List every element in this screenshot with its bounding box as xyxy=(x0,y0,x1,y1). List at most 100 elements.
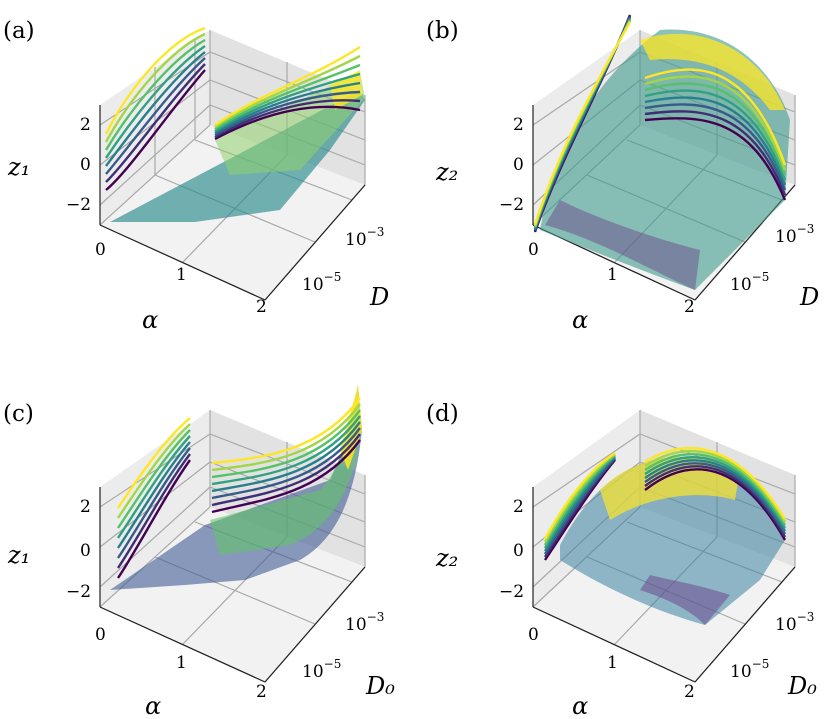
series-curve xyxy=(211,415,361,486)
y-axis-label: D xyxy=(799,283,819,311)
axis-lines xyxy=(99,105,366,301)
panel-label: (b) xyxy=(426,18,459,44)
y-axis-label: D₀ xyxy=(787,672,817,700)
series-curve xyxy=(211,427,361,500)
series-curve xyxy=(117,435,191,539)
x-axis-label: α xyxy=(572,306,588,334)
series-curve xyxy=(644,96,787,186)
curves-back-wall xyxy=(644,68,787,201)
panel-d: (d) 0 1 2 α 2 0 −2 z₂ 10−5 10−3 D₀ xyxy=(426,401,817,719)
series-curve xyxy=(644,459,787,532)
series-curve xyxy=(644,447,787,520)
z-tick-label: 0 xyxy=(513,155,524,175)
surface-highlight xyxy=(210,390,360,555)
series-curve xyxy=(214,99,361,139)
z-axis-label: z₁ xyxy=(7,541,30,569)
z-tick-label: 2 xyxy=(80,497,91,517)
x-tick-label: 1 xyxy=(176,653,187,673)
y-tick-label: 10−3 xyxy=(775,222,814,247)
series-curve xyxy=(104,32,206,143)
x-tick-label: 0 xyxy=(528,240,539,260)
curves-left-wall xyxy=(543,451,616,561)
series-curve xyxy=(644,82,787,176)
z-tick-label: 2 xyxy=(80,115,91,135)
z-axis-label: z₁ xyxy=(7,153,30,181)
curves-left-wall xyxy=(104,26,206,191)
series-curve xyxy=(543,453,616,543)
series-curve xyxy=(644,465,787,538)
x-axis-label: α xyxy=(145,692,161,719)
series-curve xyxy=(104,38,206,151)
series-curve xyxy=(117,429,191,529)
series-curve xyxy=(211,421,361,493)
x-tick-label: 1 xyxy=(176,265,187,285)
series-curve xyxy=(105,45,206,159)
series-curve xyxy=(117,423,191,519)
axis-lines xyxy=(99,487,366,683)
series-curve xyxy=(105,63,206,183)
x-tick-label: 2 xyxy=(256,297,267,317)
series-curve xyxy=(105,69,206,191)
axis-lines xyxy=(532,487,796,683)
z-tick-label: 0 xyxy=(513,541,524,561)
series-curve xyxy=(644,450,787,523)
series-curve xyxy=(117,447,191,559)
series-curve xyxy=(214,45,361,126)
panel-label: (d) xyxy=(426,401,459,427)
y-axis-label: D xyxy=(369,283,389,311)
z-tick-label: 0 xyxy=(80,155,91,175)
series-curve xyxy=(644,89,787,181)
z-tick-label: −2 xyxy=(66,195,91,215)
z-tick-label: −2 xyxy=(66,582,91,602)
z-tick-label: 2 xyxy=(513,497,524,517)
x-axis-label: α xyxy=(142,306,158,334)
z-axis-label: z₂ xyxy=(435,544,458,572)
series-curve xyxy=(644,453,787,526)
panel-label: (a) xyxy=(3,18,35,44)
series-curve xyxy=(211,403,361,472)
series-curve xyxy=(117,441,191,549)
y-tick-label: 10−5 xyxy=(730,657,769,682)
series-curve xyxy=(644,75,787,171)
series-curve xyxy=(211,397,361,465)
surface-shadow xyxy=(640,575,730,625)
series-curve xyxy=(211,409,361,479)
y-tick-label: 10−3 xyxy=(345,610,384,635)
x-tick-label: 2 xyxy=(684,682,695,702)
series-curve xyxy=(105,51,206,167)
series-curve xyxy=(533,21,632,226)
panel-a: (a) 0 1 2 α 2 0 −2 z₁ 10−5 10−3 D xyxy=(3,18,389,334)
series-curve xyxy=(104,26,206,135)
series-curve xyxy=(214,105,361,141)
x-tick-label: 0 xyxy=(95,625,106,645)
series-curve xyxy=(214,81,361,135)
curves-back-wall xyxy=(211,397,361,514)
curves-back-wall xyxy=(214,45,361,141)
series-curve xyxy=(214,90,361,137)
z-axis-label: z₂ xyxy=(435,158,458,186)
series-curve xyxy=(644,117,787,201)
x-tick-label: 1 xyxy=(607,653,618,673)
x-tick-label: 0 xyxy=(528,625,539,645)
series-curve xyxy=(211,433,361,507)
series-curve xyxy=(214,63,361,131)
series-curve xyxy=(214,54,361,128)
surface-shadow xyxy=(545,200,700,290)
x-tick-label: 0 xyxy=(95,240,106,260)
z-tick-label: −2 xyxy=(499,582,524,602)
panel-b: (b) 0 1 2 α 2 0 −2 z₂ 10−5 10−3 D xyxy=(426,14,819,334)
series-curve xyxy=(214,72,361,133)
series-curve xyxy=(644,462,787,535)
x-tick-label: 2 xyxy=(256,682,267,702)
z-tick-label: 0 xyxy=(80,541,91,561)
z-tick-label: 2 xyxy=(513,115,524,135)
curves-back-wall xyxy=(644,447,787,541)
series-curve xyxy=(644,103,787,191)
series-curve xyxy=(105,57,206,175)
z-tick-label: −2 xyxy=(499,195,524,215)
y-axis-label: D₀ xyxy=(365,672,395,700)
series-curve xyxy=(117,417,191,509)
surface-highlight xyxy=(215,72,365,175)
y-tick-label: 10−3 xyxy=(345,225,384,250)
